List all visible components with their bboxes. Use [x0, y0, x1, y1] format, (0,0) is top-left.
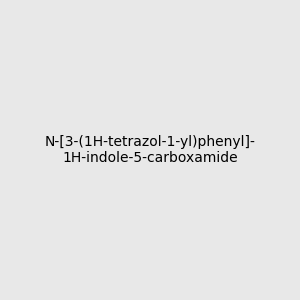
Text: N-[3-(1H-tetrazol-1-yl)phenyl]-
1H-indole-5-carboxamide: N-[3-(1H-tetrazol-1-yl)phenyl]- 1H-indol…	[45, 135, 255, 165]
